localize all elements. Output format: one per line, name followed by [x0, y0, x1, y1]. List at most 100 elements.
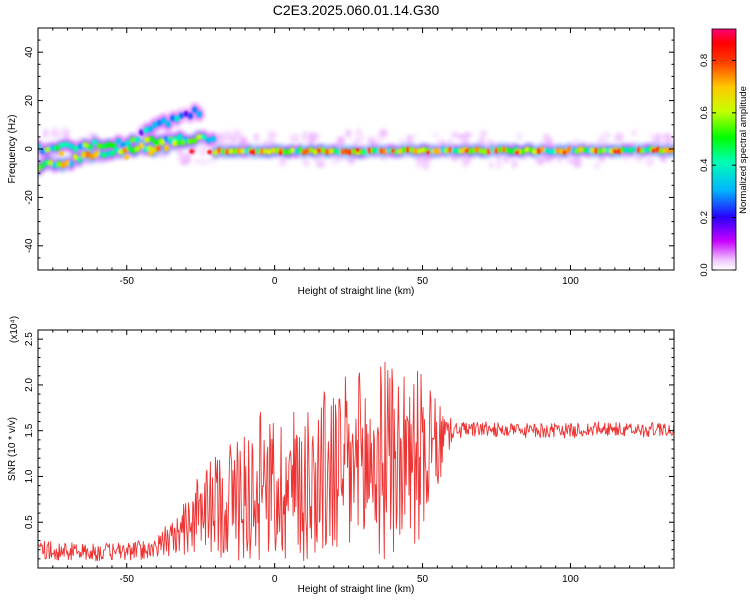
spectrogram-speckle: [433, 133, 439, 138]
spectrogram-speckle: [547, 156, 553, 163]
spectrogram-cell: [436, 148, 441, 155]
spectrogram-speckle: [50, 127, 59, 139]
spectrogram-speckle: [302, 159, 310, 167]
spectrogram-xtick-label: -50: [120, 276, 135, 287]
spectrogram-cell: [628, 147, 634, 154]
spectrogram-cell: [605, 146, 610, 153]
figure-title: C2E3.2025.060.01.14.G30: [273, 2, 440, 18]
spectrogram-speckle: [657, 135, 667, 143]
spectrogram-cell: [255, 148, 260, 155]
snr-ytick-label: 2.0: [24, 378, 35, 392]
spectrogram-cell: [447, 147, 453, 154]
spectrogram-cell: [135, 145, 140, 153]
spectrogram-ytick-label: -40: [24, 238, 35, 253]
spectrogram-cell: [126, 144, 132, 152]
spectrogram-cell: [224, 148, 230, 155]
spectrogram-cell: [286, 149, 291, 156]
spectrogram-cell: [505, 147, 510, 154]
spectrogram-cell: [68, 143, 74, 150]
spectrogram-hotspot: [426, 149, 431, 155]
snr-ticks: -50 0 50 100 0.5 1.0 1.5 2.0 2.5: [24, 330, 675, 585]
spectrogram-speckle: [238, 136, 248, 148]
spectrogram-cell: [58, 142, 65, 149]
spectrogram-cell: [148, 136, 155, 143]
colorbar-ticks: 0.0 0.2 0.4 0.6 0.8: [699, 54, 736, 277]
spectrogram-speckle: [367, 136, 376, 147]
spectrogram-ytick-label: 40: [24, 46, 35, 58]
spectrogram-hotspot: [189, 149, 195, 154]
spectrogram-cell: [96, 143, 103, 150]
spectrogram-cell: [401, 146, 407, 153]
spectrogram-speckle: [289, 134, 300, 143]
spectrogram-cell: [87, 143, 93, 150]
spectrogram-cell: [183, 110, 189, 118]
spectrogram-speckle: [503, 157, 509, 163]
spectrogram-cell: [282, 148, 287, 155]
spectrogram-cell: [159, 139, 165, 146]
spectrogram-cell: [320, 147, 326, 154]
spectrogram-cell: [551, 148, 557, 155]
spectrogram-speckle: [308, 132, 316, 144]
spectrogram-cell: [444, 147, 449, 154]
spectrogram-hotspot: [148, 151, 153, 156]
spectrogram-cell: [180, 139, 186, 146]
spectrogram-cell: [378, 147, 384, 154]
snr-ytick-label: 2.5: [24, 332, 35, 346]
spectrogram-hotspot: [650, 148, 656, 153]
spectrogram-hotspot: [207, 149, 212, 155]
spectrogram-xtick-label: 0: [272, 276, 278, 287]
spectrogram-speckle: [345, 129, 351, 138]
spectrogram-cell: [532, 148, 537, 155]
spectrogram-cell: [147, 145, 153, 152]
spectrogram-cell: [643, 147, 649, 154]
spectrogram-speckle: [516, 132, 523, 141]
spectrogram-cell: [409, 146, 414, 153]
spectrogram-speckle: [229, 134, 238, 144]
spectrogram-cell: [305, 147, 310, 154]
spectrogram-cell: [101, 151, 107, 159]
spectrogram-cell: [363, 149, 368, 156]
spectrogram-cell: [144, 136, 150, 143]
spectrogram-cell: [172, 140, 178, 147]
spectrogram-cell: [82, 141, 89, 148]
spectrogram-cell: [43, 159, 49, 166]
spectrogram-cell: [259, 148, 264, 155]
spectrogram-cell: [632, 146, 637, 153]
spectrogram-cell: [196, 110, 202, 118]
spectrogram-cell: [176, 139, 182, 146]
spectrogram-heatmap: [38, 102, 674, 176]
spectrogram-cell: [228, 147, 234, 154]
spectrogram-cell: [232, 148, 237, 155]
spectrogram-speckle: [437, 139, 447, 145]
spectrogram-cell: [205, 137, 212, 144]
spectrogram-hotspot: [390, 148, 396, 154]
spectrogram-cell: [177, 133, 183, 140]
spectrogram-cell: [143, 145, 149, 153]
colorbar-tick-label: 0.8: [699, 54, 710, 67]
spectrogram-cell: [143, 127, 149, 134]
spectrogram-cell: [497, 146, 503, 153]
spectrogram-cell: [567, 146, 572, 153]
spectrogram-cell: [301, 149, 307, 156]
spectrogram-speckle: [599, 156, 605, 162]
colorbar-tick-label: 0.4: [699, 159, 710, 172]
spectrogram-cell: [196, 134, 202, 141]
spectrogram-speckle: [57, 131, 63, 139]
spectrogram-speckle: [179, 159, 189, 166]
spectrogram-cell: [125, 140, 131, 147]
spectrogram-speckle: [511, 159, 518, 169]
spectrogram-cell: [359, 149, 364, 156]
spectrogram-cell: [81, 151, 86, 159]
snr-xtick-label: -50: [120, 574, 135, 585]
spectrogram-ylabel: Frequency (Hz): [7, 115, 18, 184]
spectrogram-cell: [382, 148, 387, 155]
spectrogram-cell: [161, 117, 167, 124]
spectrogram-cell: [297, 147, 303, 154]
spectrogram-cell: [313, 149, 318, 156]
spectrogram-cell: [590, 147, 595, 154]
spectrogram-cell: [274, 147, 280, 154]
spectrogram-cell: [536, 148, 541, 155]
spectrogram-cell: [501, 146, 507, 153]
spectrogram-cell: [38, 143, 41, 150]
colorbar-gradient: [711, 28, 737, 271]
